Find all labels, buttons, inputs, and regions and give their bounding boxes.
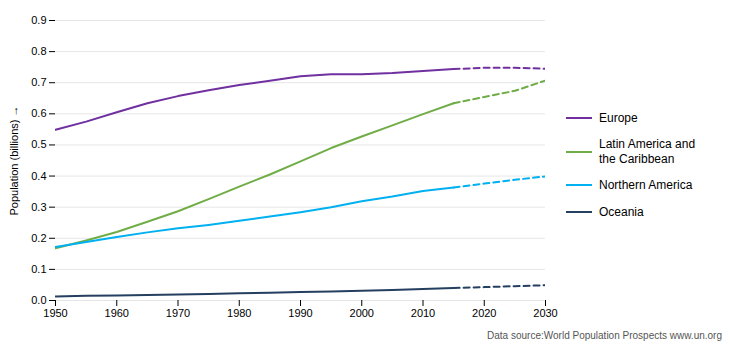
svg-text:0.8: 0.8 [31, 45, 46, 57]
svg-text:1950: 1950 [43, 307, 67, 319]
html-text:Data source:World Population P: Data source:World Population Prospects w… [487, 330, 722, 341]
html-text:Oceania: Oceania [599, 204, 644, 219]
svg-text:2030: 2030 [533, 307, 557, 319]
svg-text:0.3: 0.3 [31, 201, 46, 213]
svg-text:0.9: 0.9 [31, 14, 46, 26]
svg-text:0.6: 0.6 [31, 107, 46, 119]
svg-text:0.0: 0.0 [31, 294, 46, 306]
svg-text:1960: 1960 [105, 307, 129, 319]
svg-text:0.2: 0.2 [31, 232, 46, 244]
svg-text:1980: 1980 [227, 307, 251, 319]
svg-text:2010: 2010 [411, 307, 435, 319]
svg-text:2000: 2000 [350, 307, 374, 319]
svg-text:0.1: 0.1 [31, 263, 46, 275]
html-text:Europe: Europe [599, 111, 638, 125]
svg-text:0.5: 0.5 [31, 138, 46, 150]
svg-text:0.4: 0.4 [31, 170, 46, 182]
svg-text:Population (billions) →: Population (billions) → [8, 105, 20, 215]
svg-text:0.7: 0.7 [31, 76, 46, 88]
svg-text:1970: 1970 [166, 307, 190, 319]
svg-text:2020: 2020 [472, 307, 496, 319]
svg-text:1990: 1990 [288, 307, 312, 319]
html-text:Latin America and the Caribbea: Latin America and the Caribbean [599, 137, 696, 166]
html-text:Northern America: Northern America [599, 178, 693, 193]
